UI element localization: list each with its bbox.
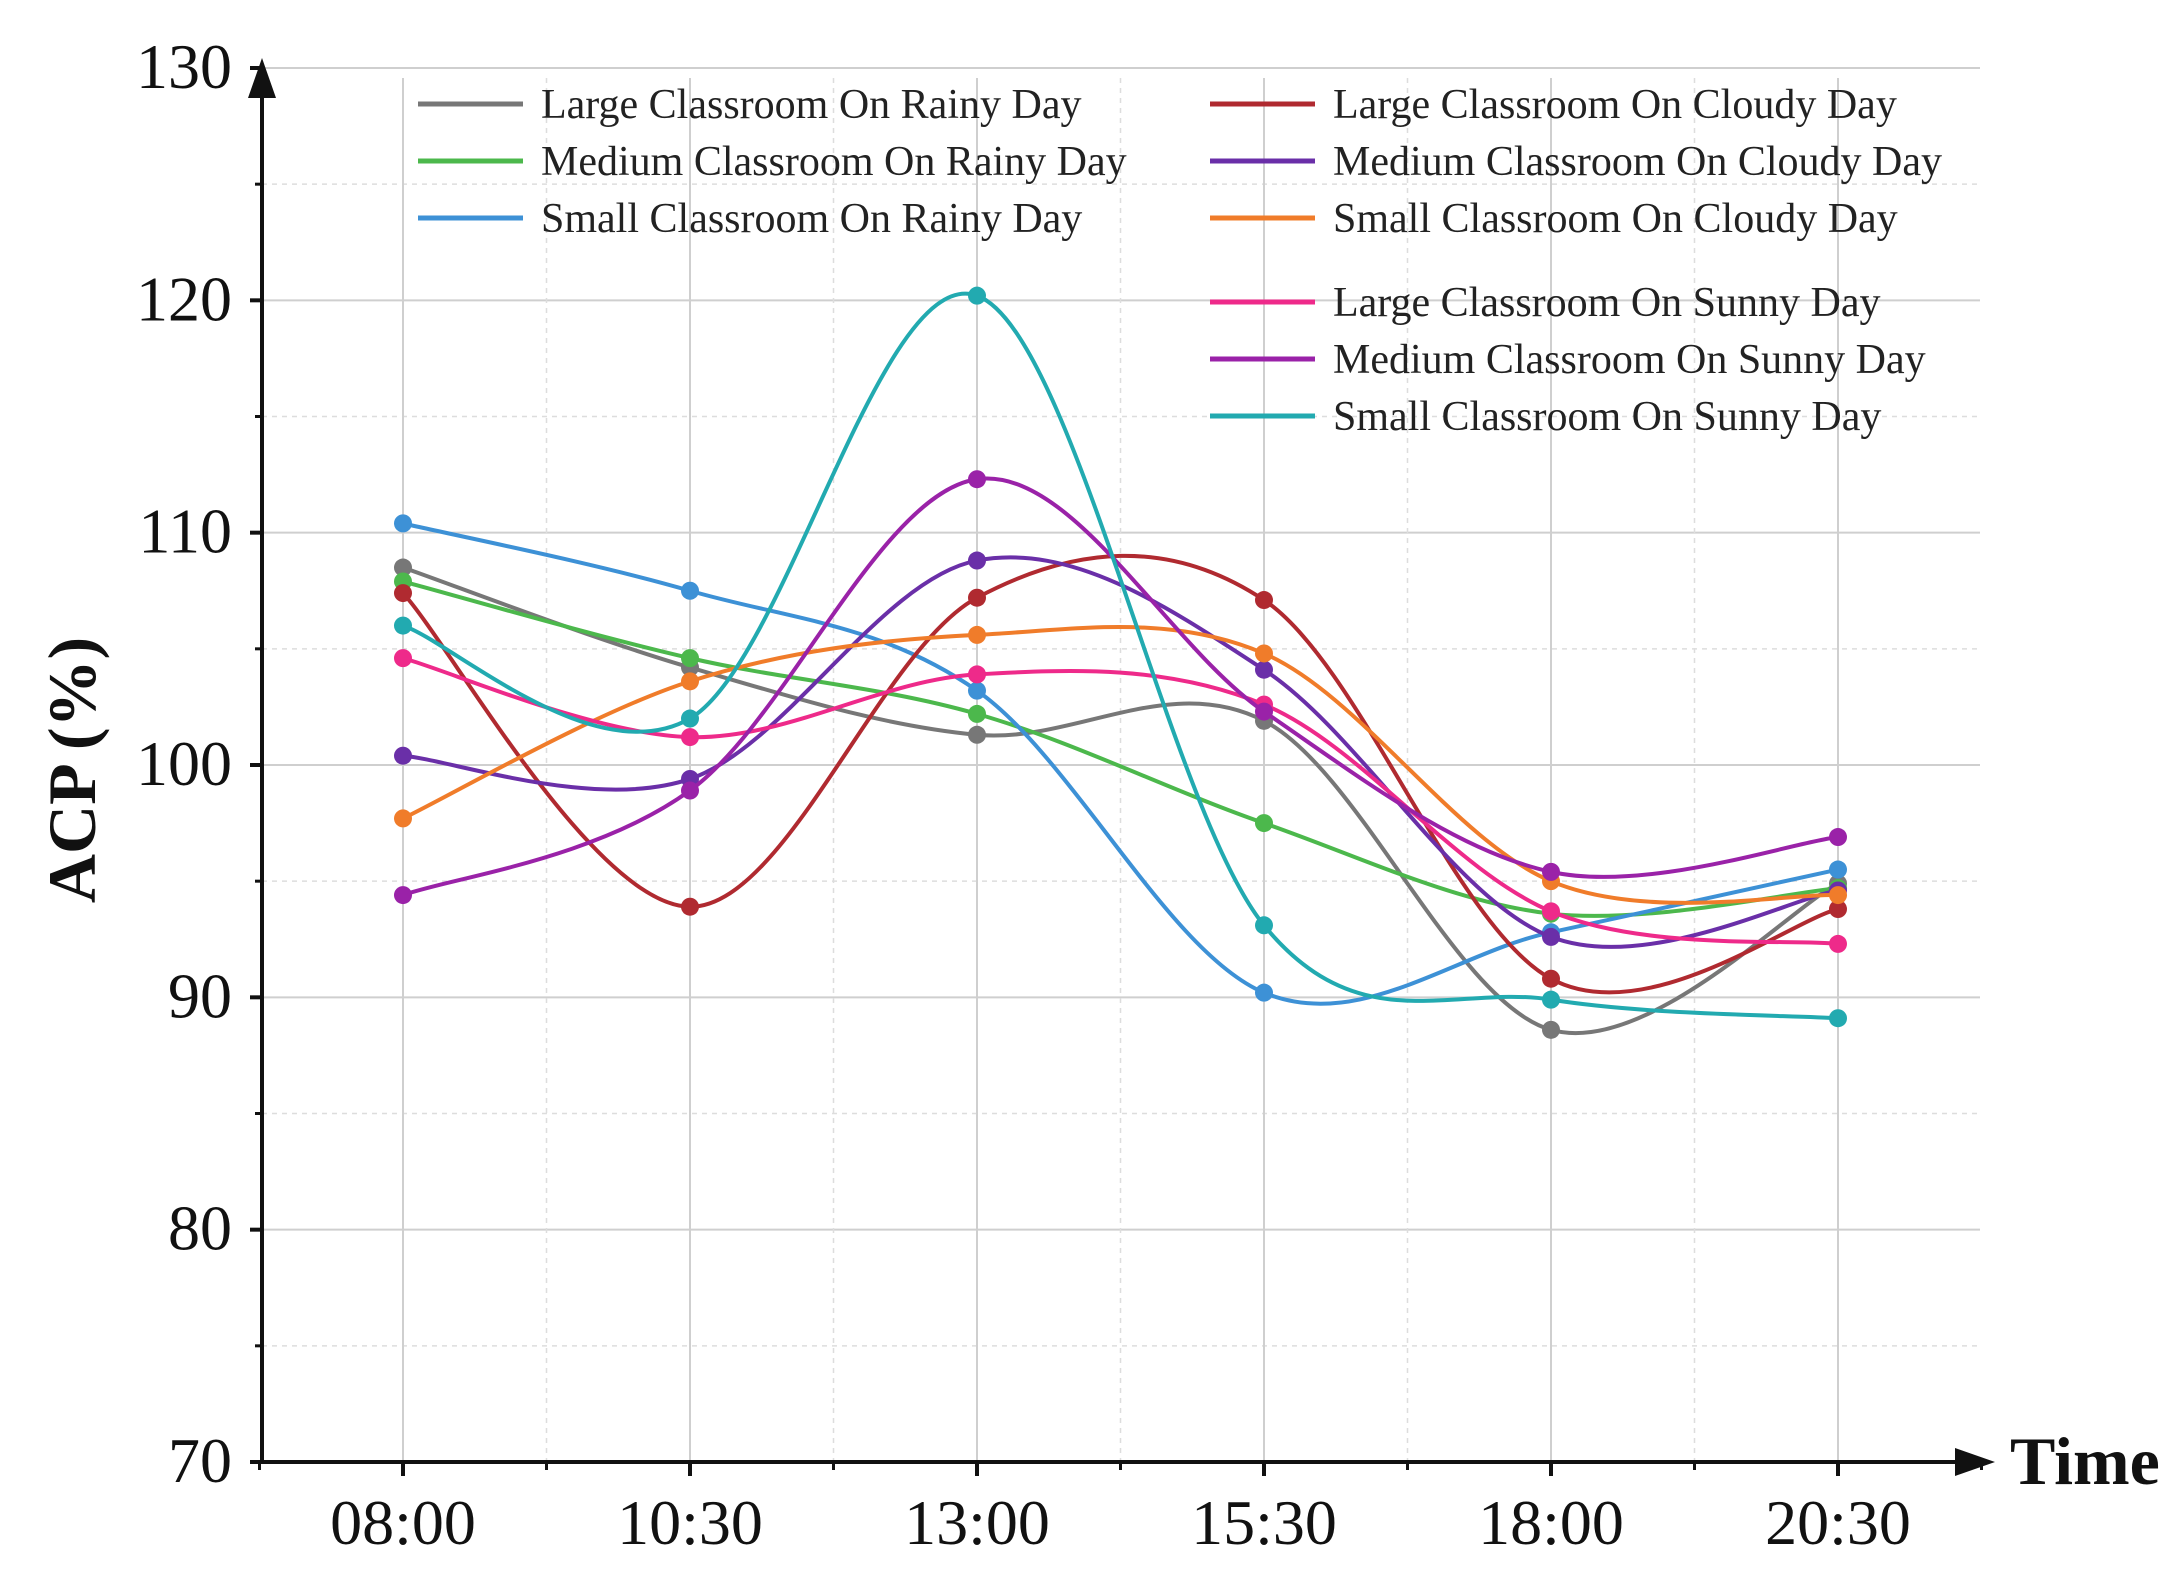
grid	[262, 67, 1980, 1462]
legend-label: Large Classroom On Cloudy Day	[1333, 82, 1897, 128]
y-tick-label: 110	[138, 496, 232, 567]
y-tick-label: 90	[168, 960, 232, 1031]
data-point	[681, 581, 699, 600]
data-point	[1542, 969, 1560, 988]
data-point	[1255, 983, 1273, 1002]
ticks: 70 80 90 100 110 120 130 08:00 10:30 13:00 15:30 18…	[136, 31, 1983, 1558]
x-tick-label: 08:00	[330, 1487, 476, 1558]
legend-item: Large Classroom On Rainy Day	[418, 82, 1081, 128]
legend-label: Small Classroom On Rainy Day	[541, 196, 1082, 242]
data-point	[1829, 886, 1847, 905]
legend: Large Classroom On Rainy Day Medium Class…	[418, 82, 1942, 440]
data-point	[1829, 934, 1847, 953]
series-line	[401, 476, 1840, 898]
series-group	[394, 649, 1847, 953]
data-point	[1542, 990, 1560, 1009]
series-line	[401, 555, 1840, 949]
legend-item: Medium Classroom On Sunny Day	[1210, 337, 1926, 383]
data-point	[1542, 902, 1560, 921]
data-point	[1542, 927, 1560, 946]
data-point	[1829, 900, 1847, 919]
legend-item: Large Classroom On Cloudy Day	[1210, 82, 1897, 128]
data-point	[1255, 660, 1273, 679]
y-tick-label: 100	[136, 728, 232, 799]
y-tick-label: 130	[136, 31, 232, 102]
data-point	[1829, 828, 1847, 847]
y-axis-title: ACP (%)	[34, 637, 110, 903]
data-point	[394, 616, 412, 635]
data-point	[394, 809, 412, 828]
series-line	[401, 656, 1840, 946]
data-point	[968, 725, 986, 744]
legend-item: Large Classroom On Sunny Day	[1210, 280, 1881, 326]
legend-label: Large Classroom On Sunny Day	[1333, 280, 1881, 326]
y-tick-label: 80	[168, 1193, 232, 1264]
data-point	[394, 649, 412, 668]
series-group	[394, 558, 1847, 1039]
series-line	[401, 565, 1840, 1035]
series-group	[394, 553, 1847, 995]
data-point	[1255, 916, 1273, 935]
series-group	[394, 470, 1847, 905]
y-axis-arrow	[248, 58, 276, 98]
legend-item: Medium Classroom On Cloudy Day	[1210, 139, 1942, 185]
data-point	[968, 625, 986, 644]
x-axis-arrow	[1955, 1448, 1995, 1476]
legend-label: Small Classroom On Sunny Day	[1333, 394, 1881, 440]
series-group	[394, 286, 1847, 1028]
legend-item: Small Classroom On Sunny Day	[1210, 394, 1881, 440]
data-point	[968, 704, 986, 723]
data-point	[394, 514, 412, 533]
data-point	[1829, 1009, 1847, 1028]
data-point	[1542, 1020, 1560, 1039]
x-tick-label: 13:00	[904, 1487, 1050, 1558]
data-point	[681, 897, 699, 916]
legend-label: Medium Classroom On Rainy Day	[541, 139, 1127, 185]
data-point	[681, 709, 699, 728]
series-line	[401, 579, 1840, 918]
data-point	[968, 551, 986, 570]
data-point	[681, 649, 699, 668]
x-axis-title: Time	[2010, 1423, 2160, 1499]
legend-label: Large Classroom On Rainy Day	[541, 82, 1081, 128]
data-point	[968, 665, 986, 684]
data-point	[1255, 591, 1273, 610]
legend-item: Small Classroom On Rainy Day	[418, 196, 1082, 242]
data-point	[968, 681, 986, 700]
x-tick-label: 15:30	[1191, 1487, 1337, 1558]
x-tick-label: 20:30	[1765, 1487, 1911, 1558]
data-point	[394, 746, 412, 765]
data-point	[1255, 702, 1273, 721]
legend-item: Medium Classroom On Rainy Day	[418, 139, 1127, 185]
x-tick-label: 18:00	[1478, 1487, 1624, 1558]
x-tick-label: 10:30	[617, 1487, 763, 1558]
data-point	[1255, 814, 1273, 833]
data-point	[968, 470, 986, 489]
series-layer	[394, 286, 1847, 1039]
data-point	[1829, 860, 1847, 879]
legend-label: Medium Classroom On Sunny Day	[1333, 337, 1926, 383]
data-point	[681, 728, 699, 747]
data-point	[968, 588, 986, 607]
legend-label: Medium Classroom On Cloudy Day	[1333, 139, 1942, 185]
legend-label: Small Classroom On Cloudy Day	[1333, 196, 1898, 242]
y-tick-label: 120	[136, 263, 232, 334]
data-point	[1255, 644, 1273, 663]
data-point	[681, 781, 699, 800]
data-point	[394, 584, 412, 603]
data-point	[394, 558, 412, 577]
series-line	[401, 553, 1840, 995]
series-group	[394, 514, 1847, 1006]
legend-item: Small Classroom On Cloudy Day	[1210, 196, 1898, 242]
data-point	[681, 672, 699, 691]
data-point	[968, 286, 986, 305]
series-line	[401, 521, 1840, 1006]
data-point	[1542, 862, 1560, 881]
data-point	[394, 886, 412, 905]
y-tick-label: 70	[168, 1425, 232, 1496]
